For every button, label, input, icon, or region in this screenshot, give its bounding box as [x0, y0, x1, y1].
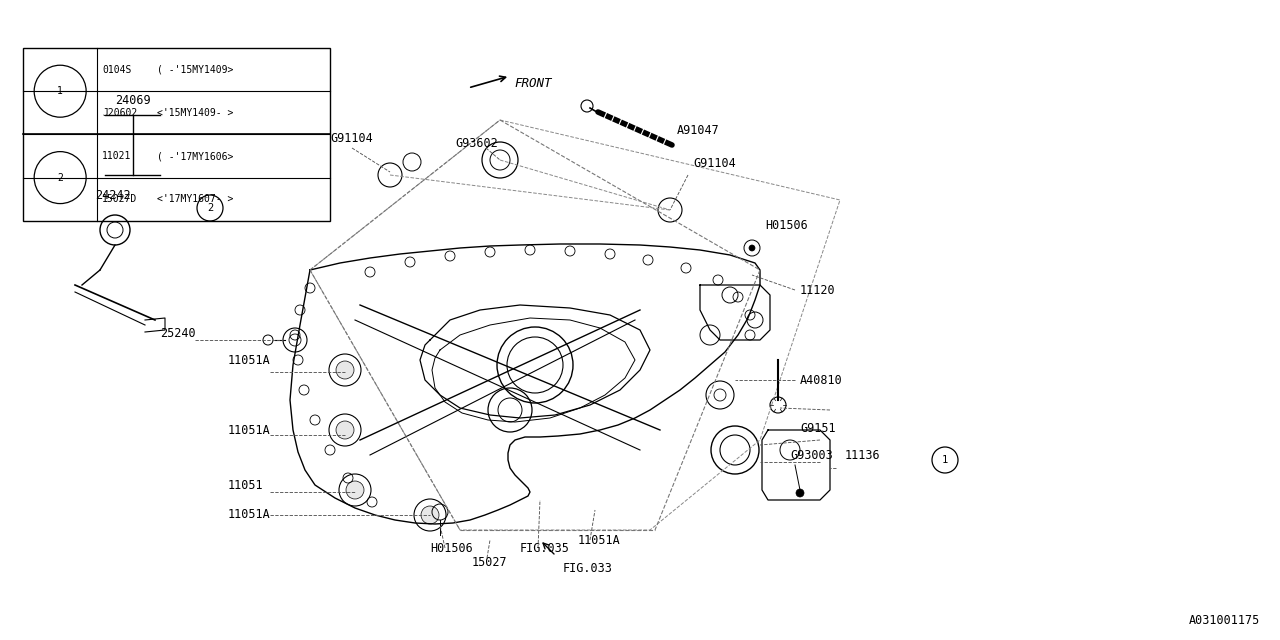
Text: 1: 1	[942, 455, 948, 465]
Circle shape	[335, 421, 355, 439]
Text: 1: 1	[58, 86, 63, 96]
Text: 11051A: 11051A	[228, 424, 271, 436]
Circle shape	[796, 489, 804, 497]
Bar	[23, 48, 330, 221]
Text: 11120: 11120	[800, 284, 836, 296]
Text: 11021: 11021	[102, 151, 132, 161]
Text: G9151: G9151	[800, 422, 836, 435]
Circle shape	[749, 245, 755, 251]
Text: FRONT: FRONT	[515, 77, 552, 90]
Text: 11136: 11136	[845, 449, 881, 461]
Text: 15027D: 15027D	[102, 194, 137, 204]
Text: G91104: G91104	[692, 157, 736, 170]
Text: ( -'17MY1606>: ( -'17MY1606>	[157, 151, 234, 161]
Text: 24069: 24069	[115, 93, 151, 106]
Circle shape	[335, 361, 355, 379]
Text: 0104S: 0104S	[102, 65, 132, 75]
Text: 2: 2	[207, 203, 214, 213]
Text: ( -'15MY1409>: ( -'15MY1409>	[157, 65, 234, 75]
Text: 11051A: 11051A	[228, 353, 271, 367]
Text: 2: 2	[58, 173, 63, 182]
Text: <'15MY1409- >: <'15MY1409- >	[157, 108, 234, 118]
Text: FIG.033: FIG.033	[563, 561, 613, 575]
Text: 24242: 24242	[95, 189, 131, 202]
Circle shape	[346, 481, 364, 499]
Text: 11051: 11051	[228, 479, 264, 492]
Text: H01506: H01506	[430, 541, 472, 554]
Text: 15027: 15027	[472, 557, 508, 570]
Text: A91047: A91047	[677, 124, 719, 136]
Text: <'17MY1607- >: <'17MY1607- >	[157, 194, 234, 204]
Text: 11051A: 11051A	[579, 534, 621, 547]
Text: 25240: 25240	[160, 326, 196, 339]
Text: G93602: G93602	[454, 136, 498, 150]
Circle shape	[421, 506, 439, 524]
Text: FIG.035: FIG.035	[520, 541, 570, 554]
Text: 11051A: 11051A	[228, 509, 271, 522]
Text: A40810: A40810	[800, 374, 842, 387]
Text: G93003: G93003	[790, 449, 833, 461]
Text: J20602: J20602	[102, 108, 137, 118]
Text: A031001175: A031001175	[1189, 614, 1260, 627]
Text: G91104: G91104	[330, 131, 372, 145]
Text: H01506: H01506	[765, 218, 808, 232]
